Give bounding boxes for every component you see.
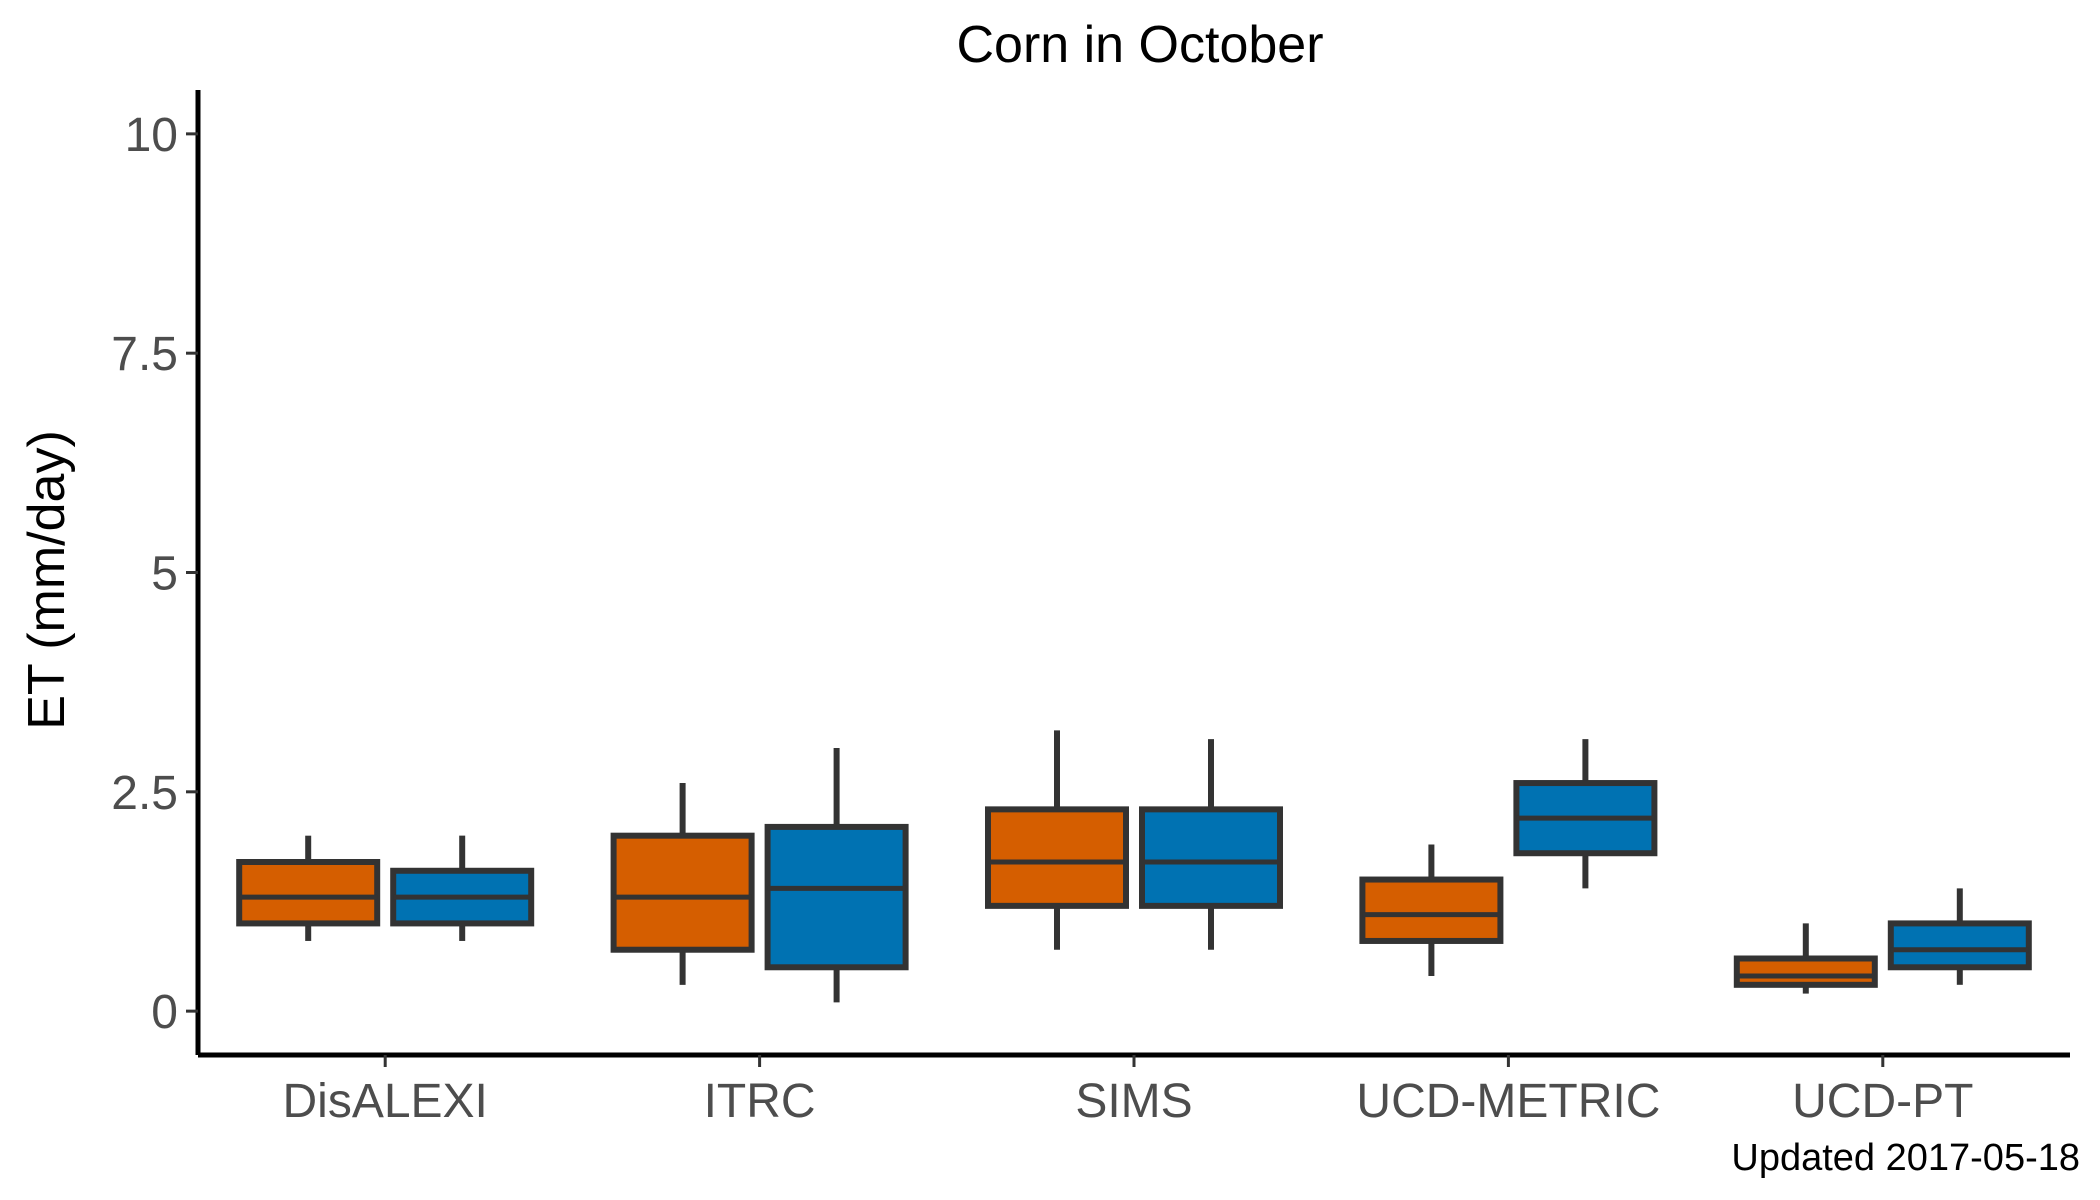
box-body [1139,806,1283,909]
y-tick-label: 5 [151,548,178,601]
chart-title: Corn in October [956,16,1323,74]
box-body [1887,920,2032,971]
x-tick-label: UCD-PT [1792,1075,1973,1128]
x-tick-label: UCD-METRIC [1356,1075,1660,1128]
y-tick-label: 0 [151,986,178,1039]
x-tick-label: SIMS [1075,1075,1192,1128]
x-tick-label: ITRC [704,1075,816,1128]
y-axis-label: ET (mm/day) [18,430,76,730]
box-body [764,823,909,971]
box-body [985,806,1129,909]
x-tick-label: DisALEXI [282,1075,487,1128]
box-body [236,859,381,927]
y-tick-label: 10 [125,109,178,162]
box-body [1733,955,1878,988]
plot-area: 0 2.5 5 7.5 10 DisALEXI ITRC SIMS UCD-METRIC UCD-… [111,90,2070,1128]
box-body [1359,876,1504,944]
box-body [610,832,755,953]
y-tick-label: 7.5 [111,328,178,381]
updated-caption: Updated 2017-05-18 [1731,1137,2080,1179]
y-tick-label: 2.5 [111,767,178,820]
